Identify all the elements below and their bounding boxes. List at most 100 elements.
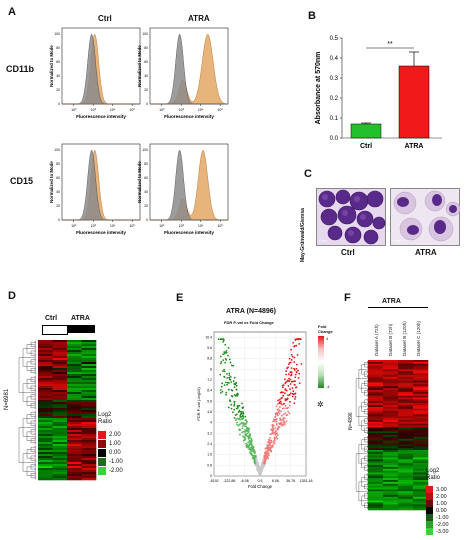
volcano-point xyxy=(262,460,264,462)
volcano-point xyxy=(276,428,279,431)
heatmap-cell xyxy=(368,371,384,374)
legend-f-title-line1: Log2 xyxy=(426,468,440,474)
heatmap-cell xyxy=(368,442,384,445)
volcano-point xyxy=(276,434,279,437)
volcano-point xyxy=(282,391,284,394)
panel-f-letter: F xyxy=(344,292,351,304)
heatmap-cell xyxy=(383,440,399,443)
heatmap-cell xyxy=(368,399,384,402)
volcano-point xyxy=(290,359,293,361)
heatmap-cell xyxy=(52,376,68,379)
volcano-point xyxy=(235,407,238,410)
heatmap-cell xyxy=(67,462,82,465)
y-tick-label: 80 xyxy=(144,162,148,166)
volcano-point xyxy=(279,406,281,408)
heatmap-cell xyxy=(383,423,399,426)
heatmap-cell xyxy=(398,390,414,393)
heatmap-cell xyxy=(398,416,414,419)
heatmap-d-atra-bar xyxy=(67,325,95,333)
x-tick-label: 1351.18 xyxy=(300,479,313,483)
heatmap-cell xyxy=(81,344,97,347)
heatmap-cell xyxy=(81,352,97,355)
volcano-point xyxy=(233,386,236,388)
heatmap-cell xyxy=(413,506,429,509)
volcano-point xyxy=(271,430,274,433)
heatmap-cell xyxy=(413,451,429,455)
heatmap-cell xyxy=(413,442,429,445)
heatmap-cell xyxy=(52,382,68,385)
volcano-point xyxy=(276,438,279,440)
volcano-point xyxy=(267,440,270,443)
heatmap-cell xyxy=(368,423,384,426)
volcano-point xyxy=(223,375,226,378)
heatmap-cell xyxy=(383,468,399,471)
heatmap-cell xyxy=(368,463,384,466)
volcano-point xyxy=(269,449,272,452)
heatmap-cell xyxy=(67,402,82,405)
volcano-point xyxy=(277,414,279,417)
volcano-point xyxy=(234,383,237,386)
y-tick-label: 60 xyxy=(56,60,60,64)
heatmap-cell xyxy=(81,390,97,393)
heatmap-cell xyxy=(383,376,399,380)
heatmap-cell xyxy=(67,404,82,407)
volcano-point xyxy=(293,361,296,363)
volcano-point xyxy=(230,403,233,406)
legend-f-entry: -3.00 xyxy=(426,528,449,535)
heatmap-d-legend: 2.00 1.00 0.00 -1.00 -2.00 xyxy=(98,430,123,475)
heatmap-cell xyxy=(383,420,399,423)
heatmap-cell xyxy=(383,480,399,483)
heatmap-cell xyxy=(81,452,97,455)
heatmap-cell xyxy=(368,451,384,455)
heatmap-cell xyxy=(398,453,414,456)
volcano-point xyxy=(297,377,300,379)
heatmap-cell xyxy=(81,356,97,359)
volcano-point xyxy=(294,392,297,395)
histogram-isotype-curve xyxy=(150,149,228,221)
heatmap-cell xyxy=(368,496,384,500)
heatmap-cell xyxy=(413,466,429,470)
x-axis-label: Fluorescence intensity xyxy=(76,114,126,119)
heatmap-cell xyxy=(368,375,384,378)
volcano-point xyxy=(225,391,228,394)
y-tick-label: 40 xyxy=(56,190,60,194)
heatmap-cell xyxy=(368,405,384,408)
volcano-point xyxy=(296,354,299,356)
heatmap-cell xyxy=(368,431,384,434)
heatmap-cell xyxy=(398,502,414,505)
y-tick-label: 2.4 xyxy=(207,442,212,446)
heatmap-cell xyxy=(398,438,414,441)
volcano-point xyxy=(287,366,289,368)
heatmap-cell xyxy=(81,442,97,445)
legend-d-swatch xyxy=(98,457,106,466)
heatmap-cell xyxy=(398,481,414,485)
volcano-point xyxy=(242,406,244,409)
heatmap-cell xyxy=(81,458,97,461)
heatmap-cell xyxy=(398,397,414,400)
heatmap-cell xyxy=(368,416,384,419)
y-tick-label: 1.6 xyxy=(207,453,212,457)
heatmap-cell xyxy=(368,388,384,391)
gear-icon[interactable]: ✲ xyxy=(317,400,324,409)
volcano-point xyxy=(287,410,289,413)
volcano-point xyxy=(282,413,285,416)
volcano-point xyxy=(223,384,226,386)
volcano-point xyxy=(274,433,277,436)
volcano-point xyxy=(270,433,273,435)
volcano-point xyxy=(294,398,296,400)
dendrogram-branches xyxy=(18,340,36,480)
heatmap-cell xyxy=(81,408,97,411)
heatmap-cell xyxy=(413,476,429,479)
heatmap-cell xyxy=(368,429,384,432)
heatmap-d-ctrl-bar xyxy=(42,325,68,335)
heatmap-cell xyxy=(413,461,429,464)
legend-f-swatch xyxy=(426,507,433,514)
heatmap-cell xyxy=(52,452,68,455)
x-tick-label: ATRA xyxy=(405,143,424,150)
y-tick-label: 40 xyxy=(144,74,148,78)
heatmap-cell xyxy=(81,464,97,467)
heatmap-cell xyxy=(383,363,399,366)
volcano-point xyxy=(299,338,302,341)
volcano-point xyxy=(248,437,251,440)
y-tick-label: 5.6 xyxy=(207,399,212,403)
